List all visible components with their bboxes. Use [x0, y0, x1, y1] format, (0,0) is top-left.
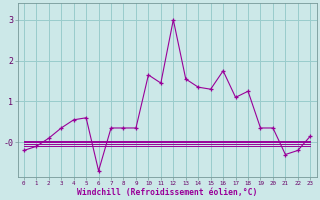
X-axis label: Windchill (Refroidissement éolien,°C): Windchill (Refroidissement éolien,°C) [77, 188, 257, 197]
